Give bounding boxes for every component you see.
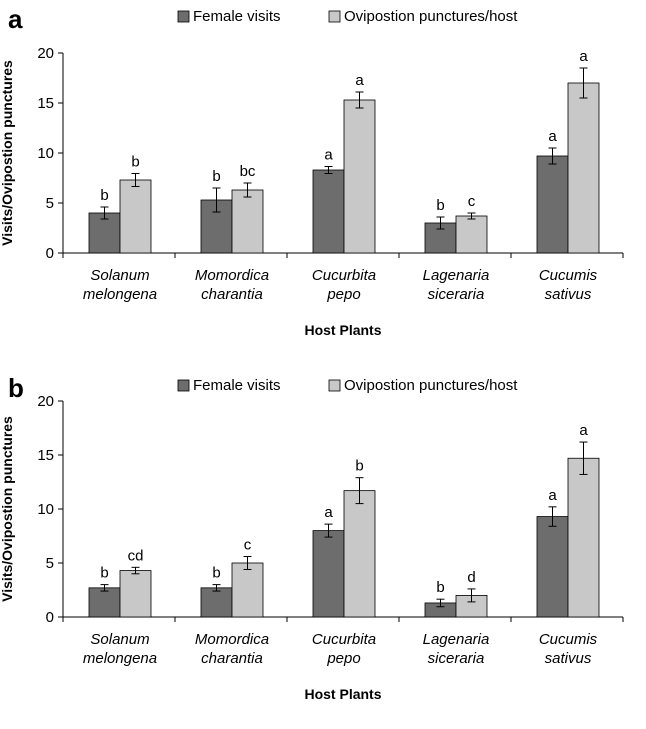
bar [343,99,376,254]
y-tick-label: 15 [37,95,54,112]
category-label: sativus [545,650,592,667]
y-tick-label: 20 [37,393,54,410]
legend-label: Ovipostion punctures/host [344,377,518,394]
y-axis-title: Visits/Ovipostion punctures [0,60,15,246]
significance-letter: a [548,128,557,145]
category-label: Cucumis [539,267,598,284]
legend-swatch [328,379,341,392]
significance-letter: bc [240,163,256,180]
bar [119,570,152,618]
significance-letter: d [467,569,475,586]
panel-letter: b [8,373,24,403]
bar [88,587,121,618]
y-tick-label: 0 [46,245,54,262]
bar [567,457,600,618]
category-label: melongena [83,286,157,303]
legend-label: Ovipostion punctures/host [344,8,518,25]
bar [343,490,376,618]
y-tick-label: 15 [37,447,54,464]
bar [231,189,264,254]
significance-letter: cd [128,547,144,564]
significance-letter: b [100,187,108,204]
category-label: charantia [201,650,263,667]
bar [536,516,569,618]
y-tick-label: 10 [37,501,54,518]
significance-letter: c [244,537,252,554]
category-label: Cucurbita [312,267,376,284]
y-tick-label: 10 [37,145,54,162]
category-label: sativus [545,286,592,303]
significance-letter: a [355,72,364,89]
bar [455,215,488,254]
category-label: Cucurbita [312,631,376,648]
x-axis-title: Host Plants [304,322,381,338]
panel-letter: a [8,4,23,34]
category-label: Lagenaria [423,267,490,284]
y-tick-label: 0 [46,609,54,626]
significance-letter: b [436,197,444,214]
category-label: Lagenaria [423,631,490,648]
legend-swatch [177,10,190,23]
y-tick-label: 20 [37,45,54,62]
category-label: pepo [326,286,360,303]
legend-swatch [177,379,190,392]
category-label: Momordica [195,631,269,648]
significance-letter: b [212,168,220,185]
bar [567,82,600,254]
category-label: siceraria [428,650,485,667]
significance-letter: c [468,193,476,210]
category-label: melongena [83,650,157,667]
significance-letter: b [212,565,220,582]
significance-letter: b [131,154,139,171]
bar [312,169,345,254]
panel-a: a Female visits Ovipostion punctures/host 0… [0,4,624,338]
category-label: Solanum [90,631,149,648]
significance-letter: b [436,579,444,596]
significance-letter: a [324,504,333,521]
significance-letter: a [548,487,557,504]
category-label: pepo [326,650,360,667]
significance-letter: b [355,458,363,475]
bar [536,155,569,254]
significance-letter: b [100,565,108,582]
y-tick-label: 5 [46,195,54,212]
significance-letter: a [579,422,588,439]
legend-label: Female visits [193,8,281,25]
category-label: siceraria [428,286,485,303]
y-axis-title: Visits/Ovipostion punctures [0,416,15,602]
bar [231,562,264,618]
legend-swatch [328,10,341,23]
significance-letter: a [324,147,333,164]
panel-b: b Female visits Ovipostion punctures/host 0… [0,373,624,702]
category-label: Momordica [195,267,269,284]
bar [312,530,345,618]
x-axis-title: Host Plants [304,686,381,702]
significance-letter: a [579,48,588,65]
y-tick-label: 5 [46,555,54,572]
category-label: Solanum [90,267,149,284]
bar [119,179,152,254]
bar [200,587,233,618]
category-label: charantia [201,286,263,303]
category-label: Cucumis [539,631,598,648]
legend-label: Female visits [193,377,281,394]
